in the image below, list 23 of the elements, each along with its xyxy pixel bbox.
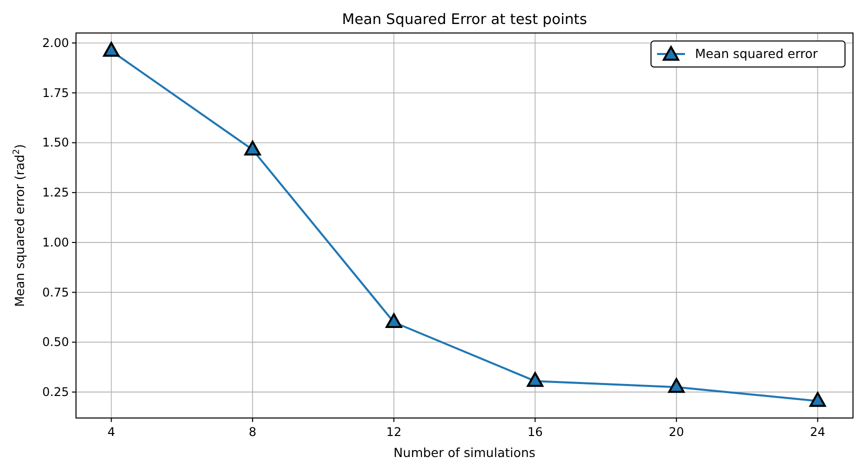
x-tick-label: 4 xyxy=(108,425,116,439)
y-tick-label: 1.00 xyxy=(42,235,69,250)
y-tick-label: 0.75 xyxy=(42,285,69,300)
y-tick-label: 0.50 xyxy=(42,335,69,350)
x-tick-label: 20 xyxy=(668,425,684,439)
x-tick-label: 12 xyxy=(386,425,402,439)
x-tick-label: 8 xyxy=(248,425,256,439)
y-tick-label: 1.75 xyxy=(42,86,69,100)
point xyxy=(244,140,261,156)
y-tick-label: 2.00 xyxy=(42,36,69,50)
legend-label: Mean squared error xyxy=(695,46,819,61)
x-tick-label: 24 xyxy=(810,425,826,439)
x-tick-label: 16 xyxy=(527,425,543,439)
y-tick-label: 1.50 xyxy=(42,136,69,150)
y-tick-label: 0.25 xyxy=(42,385,69,400)
point xyxy=(386,313,402,328)
point xyxy=(668,378,685,393)
point xyxy=(526,372,544,387)
point xyxy=(809,392,826,407)
y-tick-label: 1.25 xyxy=(42,186,69,200)
x-axis-title: Number of simulations xyxy=(394,445,536,460)
point xyxy=(103,42,120,57)
chart-title: Mean Squared Error at test points xyxy=(342,12,588,28)
